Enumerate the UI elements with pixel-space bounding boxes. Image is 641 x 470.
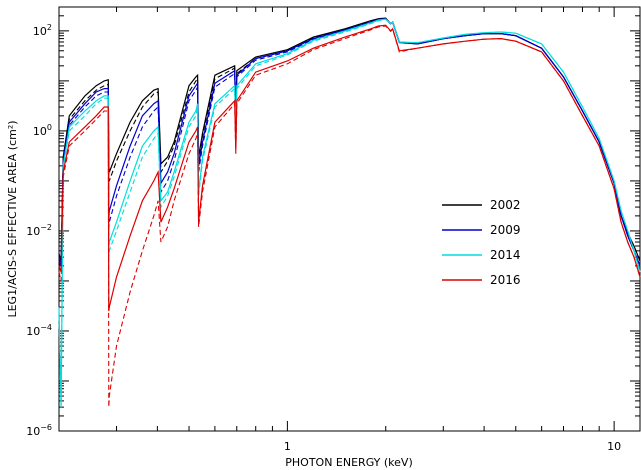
- plot-frame: [58, 6, 641, 432]
- legend: 2002 2009 2014 2016: [442, 198, 521, 287]
- legend-label-2009: 2009: [490, 223, 521, 237]
- series-2016-dashed-line: [58, 25, 641, 408]
- series-2002-dashed-line: [58, 18, 641, 267]
- x-tick-label: 10: [607, 440, 621, 453]
- series-2016-line: [58, 24, 641, 312]
- y-axis-title: LEG1/ACIS-S EFFECTIVE AREA (cm²): [6, 120, 19, 317]
- y-tick-label: 10−4: [26, 323, 52, 338]
- series-2002-line: [58, 17, 641, 262]
- y-tick-label: 10−6: [26, 423, 52, 438]
- y-tick-label: 10−2: [26, 223, 52, 238]
- series-layer: [58, 17, 641, 408]
- y-tick-label: 102: [33, 23, 52, 38]
- series-2009-dashed-line: [58, 18, 641, 269]
- x-tick-label: 1: [284, 440, 291, 453]
- legend-label-2002: 2002: [490, 198, 521, 212]
- series-2014-dashed-line: [58, 18, 641, 408]
- series-2014-line: [58, 18, 641, 408]
- legend-label-2014: 2014: [490, 248, 521, 262]
- axis-ticks: [58, 6, 640, 432]
- x-axis-title: PHOTON ENERGY (keV): [285, 456, 412, 469]
- y-tick-label: 100: [33, 123, 52, 138]
- series-2009-line: [58, 18, 641, 267]
- axis-tick-labels: 1 10 10−6 10−4 10−2 100 102: [26, 23, 621, 453]
- legend-label-2016: 2016: [490, 273, 521, 287]
